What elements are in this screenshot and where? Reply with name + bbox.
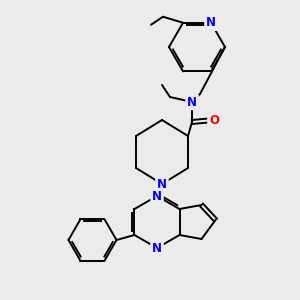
Text: N: N <box>187 95 197 109</box>
Text: N: N <box>152 190 162 202</box>
Text: O: O <box>209 113 219 127</box>
Text: N: N <box>157 178 167 190</box>
Text: N: N <box>206 16 216 29</box>
Text: N: N <box>152 242 162 254</box>
